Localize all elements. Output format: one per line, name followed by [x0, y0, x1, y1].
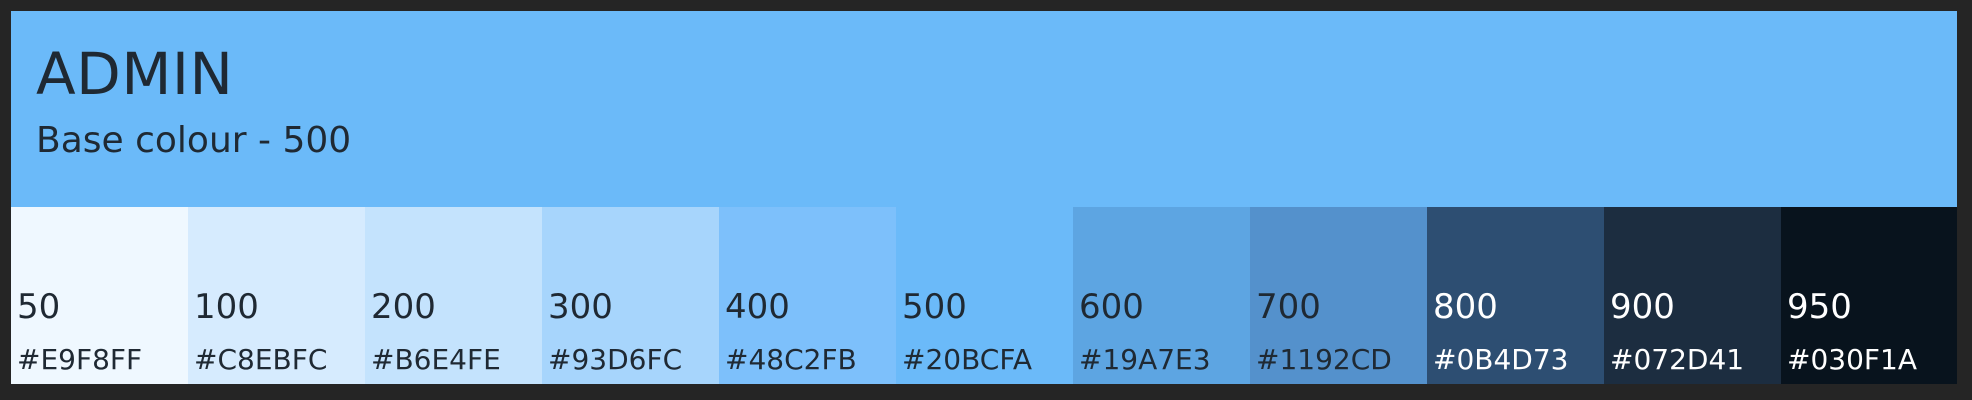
- swatch-label: 300: [548, 287, 613, 327]
- swatch-600: 600 #19A7E3: [1073, 207, 1250, 384]
- swatch-hex: #20BCFA: [902, 343, 1033, 376]
- swatch-label: 600: [1079, 287, 1144, 327]
- swatch-label: 950: [1787, 287, 1852, 327]
- swatch-400: 400 #48C2FB: [719, 207, 896, 384]
- swatch-label: 200: [371, 287, 436, 327]
- swatch-700: 700 #1192CD: [1250, 207, 1427, 384]
- swatch-label: 700: [1256, 287, 1321, 327]
- swatch-hex: #072D41: [1610, 343, 1745, 376]
- swatch-900: 900 #072D41: [1604, 207, 1781, 384]
- swatch-label: 500: [902, 287, 967, 327]
- palette-subtitle: Base colour - 500: [36, 120, 352, 161]
- swatch-hex: #93D6FC: [548, 343, 683, 376]
- swatch-hex: #1192CD: [1256, 343, 1392, 376]
- palette-card: ADMIN Base colour - 500 50 #E9F8FF 100 #…: [11, 11, 1957, 384]
- swatch-500: 500 #20BCFA: [896, 207, 1073, 384]
- swatch-800: 800 #0B4D73: [1427, 207, 1604, 384]
- swatch-row: 50 #E9F8FF 100 #C8EBFC 200 #B6E4FE 300 #…: [11, 207, 1957, 384]
- palette-title: ADMIN: [36, 40, 234, 108]
- swatch-label: 400: [725, 287, 790, 327]
- swatch-label: 100: [194, 287, 259, 327]
- swatch-label: 900: [1610, 287, 1675, 327]
- swatch-hex: #C8EBFC: [194, 343, 328, 376]
- swatch-300: 300 #93D6FC: [542, 207, 719, 384]
- swatch-hex: #48C2FB: [725, 343, 857, 376]
- swatch-label: 50: [17, 287, 61, 327]
- swatch-hex: #030F1A: [1787, 343, 1917, 376]
- swatch-hex: #19A7E3: [1079, 343, 1211, 376]
- swatch-200: 200 #B6E4FE: [365, 207, 542, 384]
- swatch-hex: #0B4D73: [1433, 343, 1569, 376]
- swatch-100: 100 #C8EBFC: [188, 207, 365, 384]
- swatch-50: 50 #E9F8FF: [11, 207, 188, 384]
- swatch-hex: #B6E4FE: [371, 343, 501, 376]
- swatch-label: 800: [1433, 287, 1498, 327]
- palette-header: ADMIN Base colour - 500: [11, 11, 1957, 207]
- swatch-950: 950 #030F1A: [1781, 207, 1957, 384]
- swatch-hex: #E9F8FF: [17, 343, 143, 376]
